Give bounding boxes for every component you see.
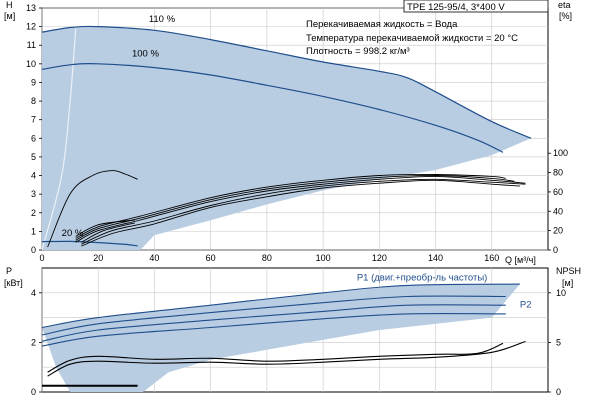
x-tick-label: 160 <box>484 253 499 263</box>
head-efficiency-curves <box>41 25 532 248</box>
npsh-curve-4 <box>47 342 504 373</box>
head-curve-label: 110 % <box>149 14 176 25</box>
eta-tick-label: 20 <box>553 226 563 236</box>
eta-tick-label: 100 <box>553 148 568 158</box>
head-tick-label: 9 <box>31 77 36 87</box>
head-tick-label: 5 <box>31 152 36 162</box>
head-curve-20 <box>41 240 138 247</box>
npsh-tick-label: 0 <box>556 387 561 397</box>
head-curve-110 <box>41 25 532 139</box>
head-tick-label: 0 <box>31 245 36 255</box>
curve-labels: 110 % 100 % 20 % P1 (двиг.+преобр-ль частот… <box>62 14 532 311</box>
head-tick-label: 2 <box>31 208 36 218</box>
power-tick-label: 4 <box>31 288 36 298</box>
x-tick-label: 40 <box>149 253 159 263</box>
efficiency-curve-3 <box>47 170 138 248</box>
top-band-envelope <box>41 28 77 251</box>
npsh-curve-5 <box>47 340 526 377</box>
head-tick-label: 13 <box>26 3 36 13</box>
info-temperature: Температура перекачиваемой жидкости = 20… <box>306 33 518 44</box>
efficiency-curve-8 <box>81 179 520 247</box>
bottom-operating-band <box>42 284 520 392</box>
head-tick-label: 12 <box>26 22 36 32</box>
head-tick-label: 8 <box>31 96 36 106</box>
efficiency-curve-7 <box>81 178 526 245</box>
efficiency-curve-5 <box>75 175 515 241</box>
power-curve-0 <box>41 283 520 329</box>
npsh-axis-unit: [м] <box>562 278 573 288</box>
info-fluid: Перекачиваемая жидкость = Вода <box>306 19 458 30</box>
power-npsh-curves <box>41 283 526 387</box>
power-tick-label: 0 <box>31 387 36 397</box>
head-axis-unit: [м] <box>4 11 15 21</box>
efficiency-curve-6 <box>75 175 526 243</box>
eta-axis-symbol: eta <box>558 0 571 10</box>
top-operating-band <box>41 26 532 251</box>
head-tick-label: 7 <box>31 115 36 125</box>
efficiency-curve-9 <box>75 219 135 237</box>
info-density: Плотность = 998.2 кг/м³ <box>306 46 410 57</box>
efficiency-curve-10 <box>81 222 135 243</box>
npsh-tick-label: 5 <box>556 337 561 347</box>
top-band-area <box>42 26 532 250</box>
power-curve-1 <box>41 295 506 336</box>
x-tick-label: 60 <box>206 253 216 263</box>
power-curve-label: P1 (двиг.+преобр-ль частоты) <box>357 272 487 283</box>
eta-tick-label: 40 <box>553 206 563 216</box>
x-tick-label: 20 <box>93 253 103 263</box>
power-axis-unit: [кВт] <box>4 278 23 288</box>
product-title: TPE 125-95/4, 3*400 V <box>407 2 505 13</box>
head-curve-label: 100 % <box>132 48 159 59</box>
head-tick-label: 3 <box>31 189 36 199</box>
eta-tick-label: 0 <box>553 245 558 255</box>
power-curve-label: P2 <box>520 300 532 311</box>
head-tick-label: 11 <box>27 40 36 50</box>
x-tick-label: 120 <box>372 253 387 263</box>
eta-axis-unit: [%] <box>559 11 572 21</box>
power-tick-label: 2 <box>31 337 36 347</box>
head-axis-symbol: H <box>6 0 13 10</box>
head-tick-label: 4 <box>31 171 36 181</box>
npsh-tick-label: 10 <box>556 288 566 298</box>
product-title-box <box>403 0 549 13</box>
x-tick-label: 140 <box>428 253 443 263</box>
head-tick-label: 6 <box>31 133 36 143</box>
top-panel-ticks: 0 20 40 60 80 100 120 140 1600123456789101112130… <box>26 3 568 263</box>
power-curve-3 <box>41 312 506 347</box>
head-curve-label: 20 % <box>62 228 84 239</box>
eta-tick-label: 60 <box>553 187 563 197</box>
eta-tick-label: 80 <box>553 168 563 178</box>
head-curve-100 <box>41 63 504 153</box>
bottom-panel-ticks: 0 2 4 0 5 10 <box>31 288 566 397</box>
head-tick-label: 1 <box>31 226 36 236</box>
flow-axis-label: Q [м³/ч] <box>505 255 536 265</box>
bottom-band-area <box>42 284 520 392</box>
x-tick-label: 0 <box>39 253 44 263</box>
power-curve-2 <box>41 304 506 342</box>
head-tick-label: 10 <box>26 59 36 69</box>
npsh-axis-symbol: NPSH <box>556 266 581 276</box>
power-axis-symbol: P <box>6 266 12 276</box>
x-tick-label: 80 <box>262 253 272 263</box>
x-tick-label: 100 <box>316 253 331 263</box>
